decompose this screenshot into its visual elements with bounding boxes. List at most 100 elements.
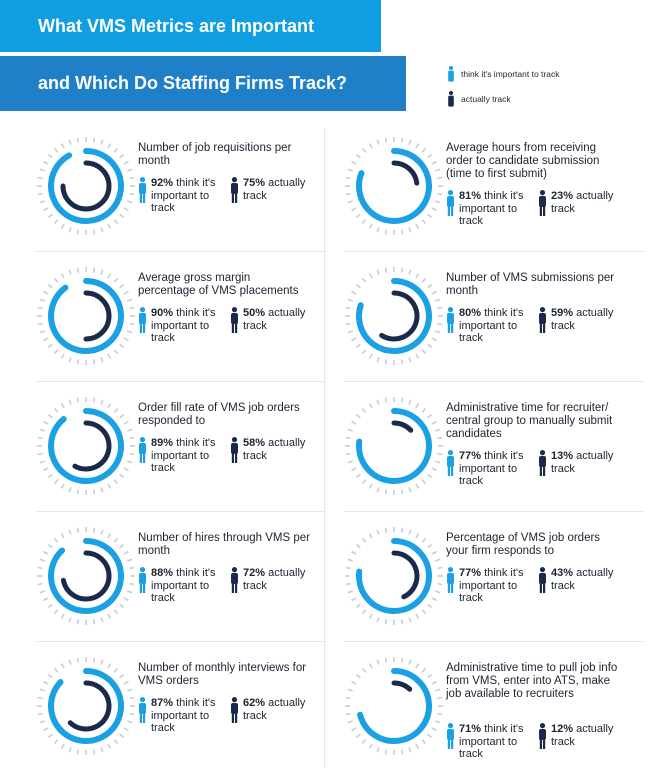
donut-tick — [361, 609, 367, 615]
donut-tick — [100, 747, 104, 753]
donut-tick — [368, 743, 373, 749]
think-suffix: think it's important to track — [459, 190, 524, 227]
donut-tick — [43, 207, 49, 212]
think-percent: 87% — [151, 697, 174, 709]
donut-tick — [421, 667, 427, 673]
donut-tick — [92, 137, 96, 143]
donut-tick — [368, 353, 373, 359]
think-arc — [356, 408, 432, 484]
donut-tick — [92, 527, 96, 533]
donut-tick — [53, 479, 59, 485]
think-arc — [357, 668, 432, 744]
donut-tick — [123, 420, 129, 425]
donut-tick — [355, 153, 361, 159]
donut-tick — [68, 747, 72, 753]
donut-tick — [384, 489, 388, 495]
donut-tick — [53, 667, 59, 673]
donut-tick — [437, 696, 443, 700]
actual-arc — [391, 680, 413, 692]
actual-percent: 23% — [551, 190, 574, 202]
person-actual-icon — [231, 697, 238, 723]
actual-percent: 13% — [551, 450, 574, 462]
donut-tick — [427, 213, 433, 219]
donut-tick — [347, 168, 353, 172]
donut-tick — [400, 397, 404, 403]
think-suffix: think it's important to track — [151, 437, 216, 474]
actual-stat: 23% actually track — [538, 190, 619, 216]
think-arc — [356, 538, 432, 614]
metric-label: Average hours from receiving order to ca… — [446, 142, 600, 180]
donut-tick — [129, 436, 135, 440]
donut-tick — [47, 473, 53, 479]
donut-tick — [347, 558, 353, 562]
person-think-icon — [139, 307, 146, 333]
donut-tick — [107, 663, 112, 669]
person-think-icon — [447, 450, 454, 476]
donut-tick — [408, 617, 412, 623]
donut-tick — [127, 200, 133, 204]
think-suffix: think it's important to track — [151, 307, 216, 344]
donut-tick — [427, 413, 433, 419]
think-percent: 71% — [459, 723, 482, 735]
donut-tick — [368, 613, 373, 619]
donut-tick — [60, 483, 65, 489]
donut-tick — [415, 143, 420, 149]
legend-think: think it's important to track — [447, 66, 559, 82]
donut-chart — [37, 657, 135, 755]
donut-tick — [384, 397, 388, 403]
donut-tick — [76, 657, 80, 663]
donut-tick — [113, 147, 119, 153]
actual-suffix: actually track — [243, 437, 306, 462]
metric-card: Percentage of VMS job orders your firm r… — [344, 518, 648, 648]
donut-tick — [351, 420, 357, 425]
actual-percent: 12% — [551, 723, 574, 735]
donut-tick — [368, 223, 373, 229]
actual-suffix: actually track — [243, 177, 306, 202]
donut-tick — [435, 428, 441, 432]
think-percent: 92% — [151, 177, 174, 189]
donut-tick — [60, 273, 65, 279]
donut-tick — [37, 192, 43, 196]
donut-tick — [113, 349, 119, 355]
donut-tick — [431, 597, 437, 602]
donut-tick — [76, 749, 80, 755]
think-arc — [48, 668, 124, 744]
donut-tick — [376, 227, 380, 233]
donut-tick — [129, 322, 135, 326]
donut-tick — [39, 720, 45, 724]
donut-tick — [437, 436, 443, 440]
donut-tick — [384, 749, 388, 755]
actual-stat: 75% actually track — [230, 177, 311, 203]
donut-tick — [68, 617, 72, 623]
donut-tick — [53, 609, 59, 615]
donut-tick — [435, 460, 441, 464]
donut-tick — [68, 659, 72, 665]
metric-label: Number of job requisitions per month — [138, 142, 292, 167]
donut-tick — [408, 659, 412, 665]
donut-tick — [355, 543, 361, 549]
think-arc — [48, 408, 124, 484]
actual-arc — [60, 160, 112, 212]
donut-tick — [107, 273, 112, 279]
title-line-2: and Which Do Staffing Firms Track? — [0, 56, 406, 111]
donut-tick — [119, 733, 125, 739]
metric-card: Number of hires through VMS per month 88%… — [36, 518, 346, 648]
donut-tick — [53, 739, 59, 745]
donut-tick — [361, 147, 367, 153]
donut-tick — [123, 727, 129, 732]
donut-tick — [345, 696, 351, 700]
donut-tick — [92, 657, 96, 663]
donut-tick — [427, 283, 433, 289]
think-stat: 90% think it's important to track — [138, 307, 219, 345]
donut-tick — [107, 533, 112, 539]
donut-tick — [68, 139, 72, 145]
donut-tick — [384, 619, 388, 625]
donut-tick — [415, 533, 420, 539]
person-actual-icon — [539, 723, 546, 749]
donut-tick — [127, 590, 133, 594]
metric-card: Administrative time for recruiter/ centr… — [344, 388, 648, 518]
donut-tick — [113, 537, 119, 543]
donut-tick — [400, 229, 404, 235]
donut-tick — [113, 479, 119, 485]
donut-tick — [76, 229, 80, 235]
